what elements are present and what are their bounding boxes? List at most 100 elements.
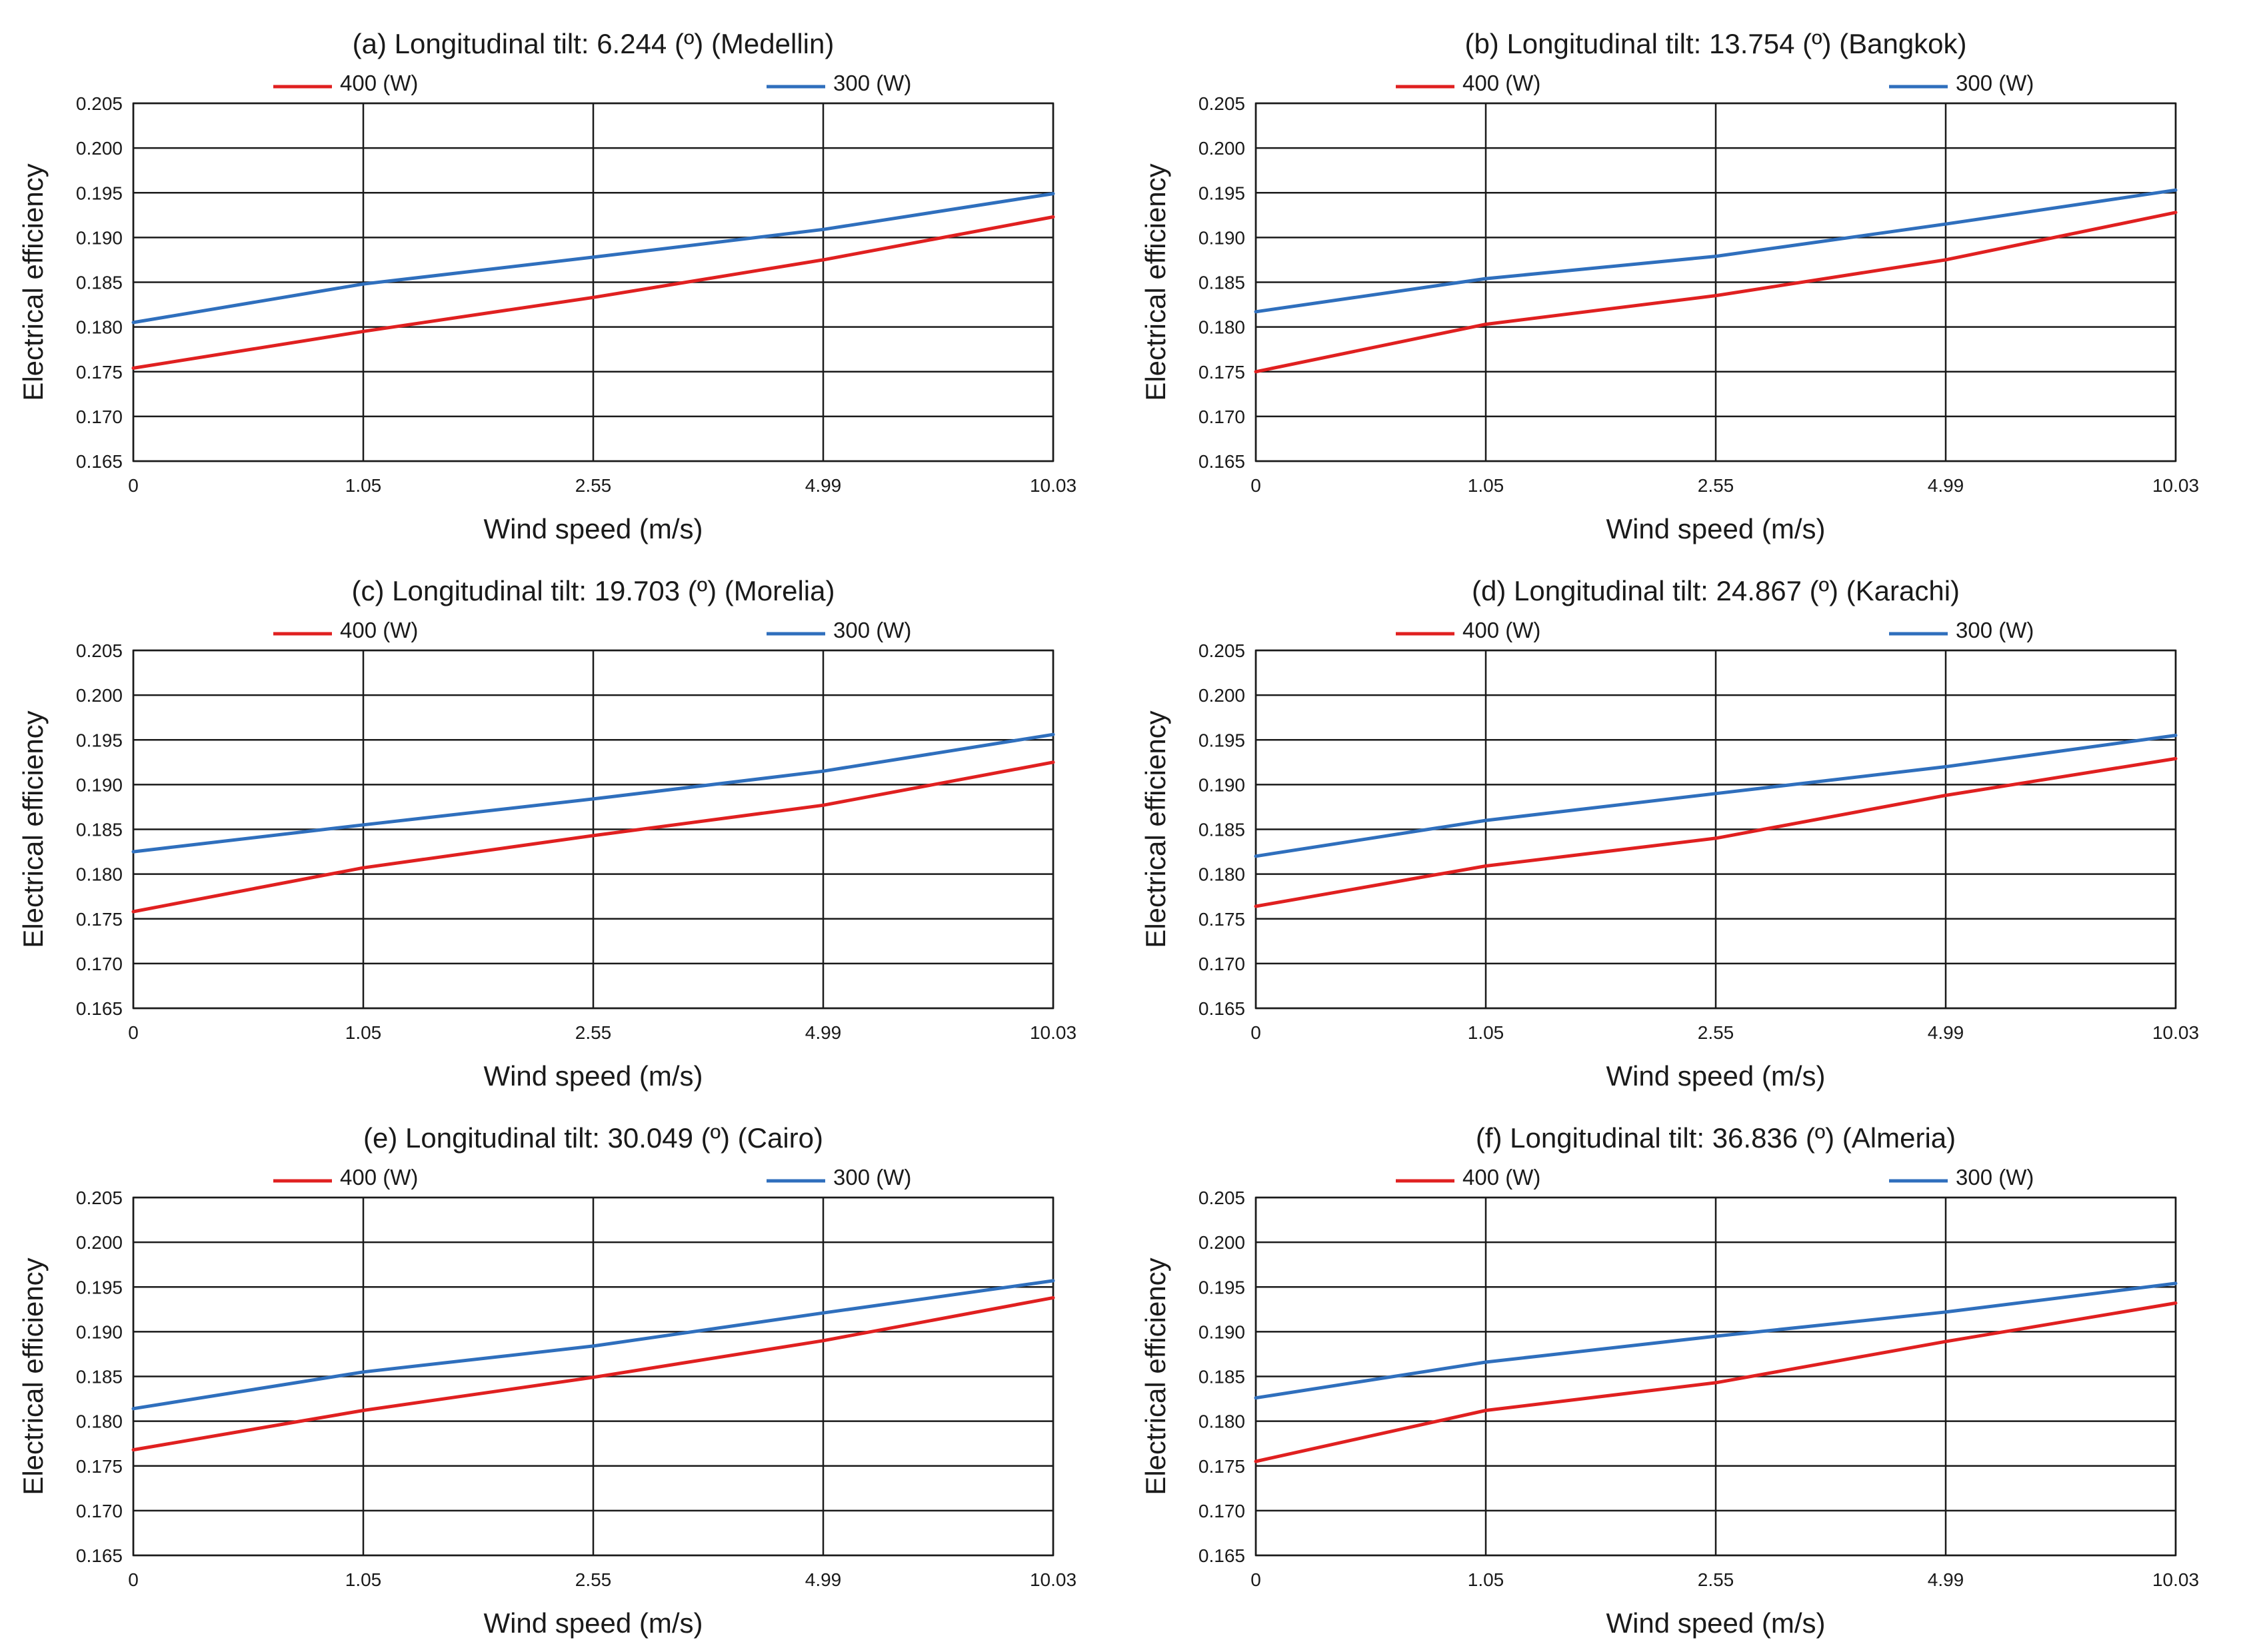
y-tick-label: 0.165	[76, 1545, 123, 1566]
chart-title: (b) Longitudinal tilt: 13.754 (º) (Bangk…	[1464, 28, 1966, 59]
x-tick-label: 1.05	[1468, 1022, 1504, 1043]
y-tick-label: 0.185	[76, 273, 123, 293]
chart-svg-b: 0.165 0.170 0.175 0.180 0.185 0.190 0.195 0.200…	[1140, 28, 2199, 544]
legend-label-300w: 300 (W)	[833, 1165, 911, 1190]
chart-title: (d) Longitudinal tilt: 24.867 (º) (Karac…	[1472, 575, 1960, 606]
y-tick-label: 0.190	[1198, 774, 1245, 795]
x-tick-label: 1.05	[345, 1569, 382, 1590]
y-tick-label: 0.175	[1198, 362, 1245, 383]
y-tick-label: 0.185	[76, 1367, 123, 1387]
series-line-300w	[1254, 188, 2178, 314]
y-tick-label: 0.175	[1198, 909, 1245, 930]
y-tick-label: 0.165	[76, 451, 123, 472]
series-line-300w	[1254, 1281, 2178, 1400]
y-tick-label: 0.170	[76, 407, 123, 427]
legend-label-400w: 400 (W)	[340, 1165, 418, 1190]
y-tick-label: 0.180	[76, 317, 123, 338]
y-tick-label: 0.190	[1198, 227, 1245, 248]
x-tick-label: 10.03	[1030, 1022, 1077, 1043]
y-tick-label: 0.170	[1198, 407, 1245, 427]
x-axis-label: Wind speed (m/s)	[1606, 1607, 1825, 1639]
series-line-300w	[131, 1279, 1055, 1411]
x-tick-label: 2.55	[575, 475, 612, 496]
y-tick-label: 0.180	[76, 864, 123, 885]
y-tick-label: 0.200	[76, 138, 123, 159]
x-tick-label: 0	[1250, 475, 1261, 496]
y-tick-label: 0.195	[76, 1277, 123, 1297]
y-tick-label: 0.165	[76, 998, 123, 1019]
x-tick-label: 10.03	[2152, 1022, 2199, 1043]
y-tick-label: 0.200	[1198, 138, 1245, 159]
x-axis-label: Wind speed (m/s)	[483, 1060, 703, 1092]
legend-label-300w: 300 (W)	[833, 71, 911, 95]
x-tick-label: 10.03	[1030, 475, 1077, 496]
y-tick-label: 0.205	[76, 93, 123, 114]
y-tick-label: 0.195	[1198, 730, 1245, 750]
chart-panel-c: 0.165 0.170 0.175 0.180 0.185 0.190 0.195 0.200…	[0, 547, 1122, 1098]
legend-label-400w: 400 (W)	[1462, 618, 1540, 642]
y-tick-label: 0.165	[1198, 998, 1245, 1019]
x-tick-label: 1.05	[345, 1022, 382, 1043]
series-line-400w	[131, 215, 1055, 370]
chart-title: (f) Longitudinal tilt: 36.836 (º) (Almer…	[1476, 1122, 1956, 1154]
legend-label-400w: 400 (W)	[1462, 1165, 1540, 1190]
x-tick-label: 4.99	[805, 475, 842, 496]
chart-svg-d: 0.165 0.170 0.175 0.180 0.185 0.190 0.195 0.200…	[1140, 575, 2199, 1092]
x-tick-label: 0	[128, 475, 139, 496]
y-tick-label: 0.195	[1198, 1277, 1245, 1297]
y-axis-label: Electrical efficiency	[17, 163, 49, 401]
x-tick-label: 1.05	[1468, 1569, 1504, 1590]
y-tick-label: 0.190	[76, 227, 123, 248]
legend-label-300w: 300 (W)	[833, 618, 911, 642]
x-tick-label: 4.99	[1928, 1022, 1964, 1043]
y-axis-label: Electrical efficiency	[1140, 163, 1171, 401]
y-tick-label: 0.185	[1198, 273, 1245, 293]
y-tick-label: 0.180	[1198, 317, 1245, 338]
y-tick-label: 0.195	[1198, 183, 1245, 203]
y-axis-label: Electrical efficiency	[1140, 710, 1171, 948]
y-tick-label: 0.195	[76, 730, 123, 750]
x-tick-label: 1.05	[345, 475, 382, 496]
chart-panel-e: 0.165 0.170 0.175 0.180 0.185 0.190 0.195 0.200…	[0, 1094, 1122, 1645]
chart-svg-e: 0.165 0.170 0.175 0.180 0.185 0.190 0.195 0.200…	[17, 1122, 1077, 1639]
x-tick-label: 2.55	[575, 1569, 612, 1590]
y-tick-label: 0.200	[1198, 1232, 1245, 1253]
y-tick-label: 0.205	[76, 640, 123, 661]
series-line-300w	[1254, 734, 2178, 858]
chart-svg-a: 0.165 0.170 0.175 0.180 0.185 0.190 0.195 0.200…	[17, 28, 1077, 544]
legend-label-400w: 400 (W)	[1462, 71, 1540, 95]
x-tick-label: 0	[1250, 1569, 1261, 1590]
y-tick-label: 0.190	[76, 774, 123, 795]
x-tick-label: 4.99	[1928, 475, 1964, 496]
y-axis-label: Electrical efficiency	[17, 710, 49, 948]
y-tick-label: 0.190	[76, 1321, 123, 1342]
x-tick-label: 0	[128, 1569, 139, 1590]
chart-title: (a) Longitudinal tilt: 6.244 (º) (Medell…	[353, 28, 835, 59]
y-axis-label: Electrical efficiency	[17, 1257, 49, 1495]
y-tick-label: 0.175	[76, 909, 123, 930]
y-tick-label: 0.170	[76, 954, 123, 974]
series-line-400w	[131, 1295, 1055, 1452]
y-tick-label: 0.180	[1198, 1411, 1245, 1432]
series-line-400w	[1254, 756, 2178, 908]
y-tick-label: 0.175	[1198, 1456, 1245, 1477]
x-tick-label: 10.03	[1030, 1569, 1077, 1590]
y-tick-label: 0.170	[1198, 1501, 1245, 1521]
y-tick-label: 0.165	[1198, 1545, 1245, 1566]
y-tick-label: 0.205	[1198, 640, 1245, 661]
x-tick-label: 10.03	[2152, 475, 2199, 496]
y-axis-label: Electrical efficiency	[1140, 1257, 1171, 1495]
x-tick-label: 0	[128, 1022, 139, 1043]
x-tick-label: 2.55	[1698, 1022, 1734, 1043]
legend-label-300w: 300 (W)	[1956, 1165, 2034, 1190]
y-tick-label: 0.200	[1198, 685, 1245, 706]
legend-label-400w: 400 (W)	[340, 618, 418, 642]
x-tick-label: 4.99	[805, 1569, 842, 1590]
chart-title: (e) Longitudinal tilt: 30.049 (º) (Cairo…	[363, 1122, 823, 1154]
series-line-300w	[131, 732, 1055, 854]
series-line-400w	[1254, 1301, 2178, 1463]
y-tick-label: 0.185	[1198, 1367, 1245, 1387]
y-tick-label: 0.170	[76, 1501, 123, 1521]
series-line-400w	[131, 760, 1055, 914]
y-tick-label: 0.165	[1198, 451, 1245, 472]
